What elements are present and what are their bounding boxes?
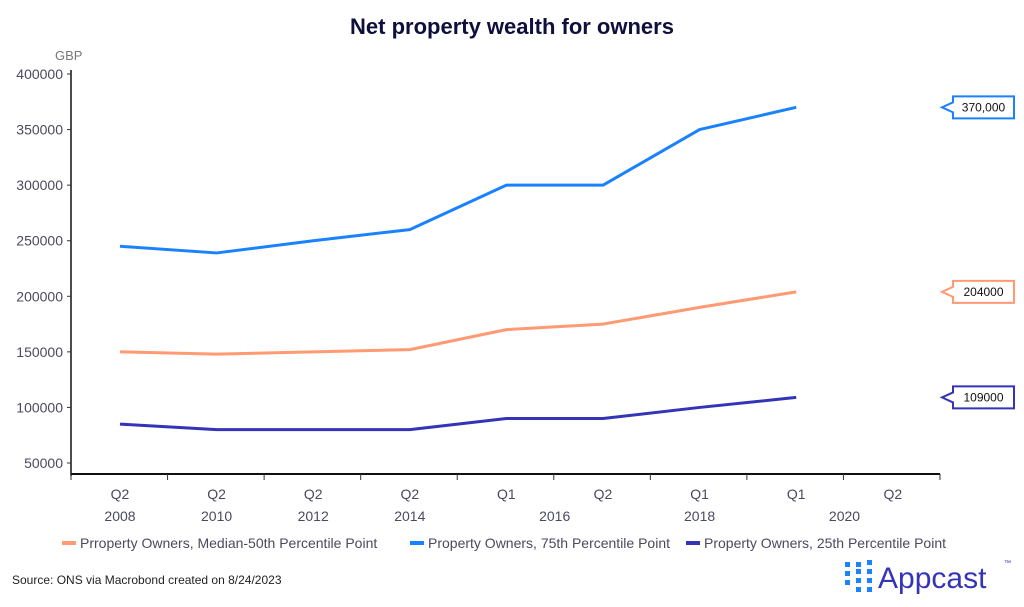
y-tick-label: 250000 [16, 233, 63, 249]
callout-value: 109000 [963, 390, 1003, 404]
x-tick-label-quarter: Q2 [304, 486, 323, 502]
series-line [120, 107, 796, 253]
appcast-logo-text: Appcast [878, 562, 987, 595]
source-note: Source: ONS via Macrobond created on 8/2… [12, 573, 282, 587]
end-value-callouts: 204000 370,000 109000 [942, 96, 1014, 408]
y-axis: 400000 350000 300000 250000 200000 150000 1000… [16, 66, 71, 476]
appcast-logo-mark [845, 560, 872, 592]
x-tick-label-year: 2016 [539, 508, 570, 524]
y-tick-label: 50000 [24, 455, 63, 471]
series-line [120, 292, 796, 354]
chart-title: Net property wealth for owners [350, 14, 674, 39]
x-tick-label-quarter: Q1 [690, 486, 709, 502]
y-tick-label: 150000 [16, 344, 63, 360]
callout-value: 370,000 [962, 100, 1006, 114]
x-tick-label-year: 2018 [684, 508, 715, 524]
series-line [120, 397, 796, 429]
x-tick-label-year: 2008 [104, 508, 135, 524]
legend-label: Property Owners, 25th Percentile Point [704, 535, 946, 551]
x-axis: Q2 Q2 Q2 Q2 Q1 Q2 Q1 Q1 Q2 2008 2010 2012 2014 2016 20… [71, 474, 940, 524]
x-tick-label-quarter: Q1 [787, 486, 806, 502]
y-axis-unit-label: GBP [55, 48, 82, 63]
y-tick-label: 100000 [16, 399, 63, 415]
y-tick-label: 200000 [16, 288, 63, 304]
x-tick-label-quarter: Q2 [400, 486, 419, 502]
x-tick-label-year: 2012 [298, 508, 329, 524]
x-tick-label-quarter: Q2 [883, 486, 902, 502]
series-lines [120, 107, 796, 430]
y-tick-label: 350000 [16, 122, 63, 138]
legend: Prroperty Owners, Median-50th Percentile… [62, 535, 946, 551]
x-tick-label-quarter: Q1 [497, 486, 516, 502]
x-tick-label-year: 2014 [394, 508, 425, 524]
x-tick-label-quarter: Q2 [207, 486, 226, 502]
x-tick-label-year: 2020 [829, 508, 860, 524]
appcast-logo-tm: ™ [1004, 560, 1011, 567]
y-tick-label: 300000 [16, 177, 63, 193]
y-tick-label: 400000 [16, 66, 63, 82]
x-tick-label-quarter: Q2 [594, 486, 613, 502]
appcast-logo: Appcast ™ [845, 560, 1011, 595]
x-tick-label-quarter: Q2 [111, 486, 130, 502]
legend-label: Property Owners, 75th Percentile Point [428, 535, 670, 551]
legend-label: Prroperty Owners, Median-50th Percentile… [80, 535, 377, 551]
x-tick-label-year: 2010 [201, 508, 232, 524]
callout-value: 204000 [963, 285, 1003, 299]
